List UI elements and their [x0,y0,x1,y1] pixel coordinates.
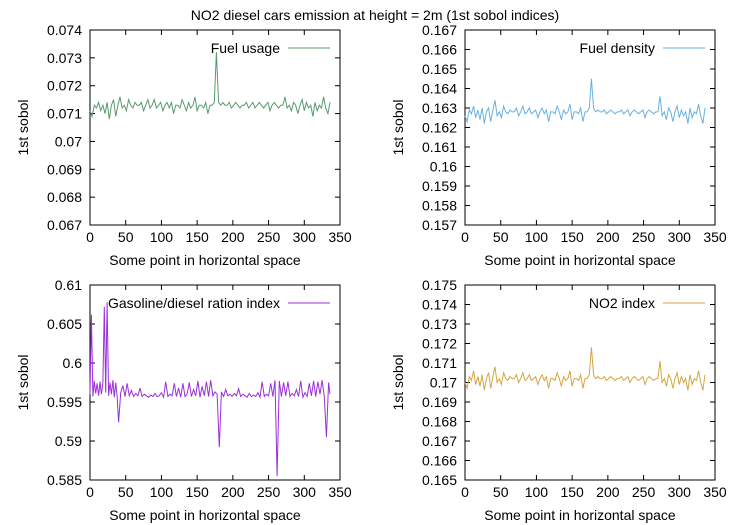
y-tick-label: 0.175 [422,277,457,293]
legend-label: Gasoline/diesel ration index [108,295,280,311]
x-tick-label: 250 [257,229,281,245]
y-tick-label: 0.071 [47,106,82,122]
x-tick-label: 200 [221,229,245,245]
y-tick-label: 0.157 [422,217,457,233]
y-tick-label: 0.171 [422,355,457,371]
x-tick-label: 350 [703,484,727,500]
x-tick-label: 0 [461,484,469,500]
x-tick-label: 100 [525,229,549,245]
x-tick-label: 0 [86,484,94,500]
y-tick-label: 0.605 [47,316,82,332]
x-tick-label: 150 [560,484,584,500]
y-tick-label: 0.167 [422,22,457,38]
x-tick-label: 50 [493,484,509,500]
x-tick-label: 100 [525,484,549,500]
y-tick-label: 0.158 [422,198,457,214]
x-tick-label: 300 [293,229,317,245]
chart-panel-4: 0 50 100 150 200 250 300 350 0.165 0.166 0.167 0.16… [390,277,727,523]
x-tick-label: 50 [118,229,134,245]
y-tick-label: 0.17 [430,375,457,391]
legend-label: Fuel usage [211,40,280,56]
y-tick-label: 0.067 [47,217,82,233]
x-tick-label: 200 [596,484,620,500]
x-tick-label: 300 [668,484,692,500]
x-tick-label: 350 [328,484,352,500]
x-tick-label: 300 [668,229,692,245]
x-tick-label: 150 [185,229,209,245]
series-line [464,347,706,391]
series-line [89,52,331,120]
plot-frame [89,284,341,481]
y-tick-label: 0.595 [47,394,82,410]
y-tick-label: 0.073 [47,50,82,66]
y-tick-label: 0.068 [47,189,82,205]
x-tick-label: 250 [632,229,656,245]
x-tick-label: 350 [703,229,727,245]
chart-panel-3: 0 50 100 150 200 250 300 350 0.585 0.59 0.595 0.6 0.… [15,277,352,523]
y-tick-label: 0.6 [63,355,83,371]
y-tick-label: 0.166 [422,42,457,58]
y-tick-label: 0.172 [422,336,457,352]
y-tick-label: 0.07 [55,133,82,149]
y-tick-label: 0.165 [422,61,457,77]
x-tick-label: 300 [293,484,317,500]
x-tick-label: 100 [150,484,174,500]
x-axis-label: Some point in horizontal space [484,252,676,268]
y-tick-label: 0.174 [422,297,457,313]
x-tick-label: 150 [560,229,584,245]
y-tick-label: 0.16 [430,159,457,175]
y-tick-label: 0.072 [47,78,82,94]
x-tick-label: 50 [493,229,509,245]
y-tick-label: 0.164 [422,81,457,97]
y-tick-label: 0.168 [422,414,457,430]
x-tick-label: 200 [221,484,245,500]
legend-label: Fuel density [580,40,655,56]
x-tick-label: 150 [185,484,209,500]
y-tick-label: 0.167 [422,433,457,449]
y-tick-label: 0.173 [422,316,457,332]
y-tick-label: 0.585 [47,472,82,488]
x-axis-label: Some point in horizontal space [484,507,676,523]
x-tick-label: 100 [150,229,174,245]
plot-frame [89,29,341,226]
y-tick-label: 0.159 [422,178,457,194]
y-tick-label: 0.069 [47,161,82,177]
figure-title: NO2 diesel cars emission at height = 2m … [191,7,559,23]
chart-panel-2: 0 50 100 150 200 250 300 350 0.157 0.158 0.159 0.16… [390,22,727,268]
chart-panel-1: 0 50 100 150 200 250 300 350 0.067 0.068 0.069 0.07… [15,22,352,268]
x-tick-label: 0 [86,229,94,245]
y-axis-label: 1st sobol [390,99,406,155]
y-axis-label: 1st sobol [15,354,31,410]
x-tick-label: 250 [632,484,656,500]
plot-frame [464,29,716,226]
x-tick-label: 350 [328,229,352,245]
y-tick-label: 0.162 [422,120,457,136]
y-axis-label: 1st sobol [15,99,31,155]
x-tick-label: 0 [461,229,469,245]
x-tick-label: 200 [596,229,620,245]
y-tick-label: 0.59 [55,433,82,449]
series-line [89,302,331,477]
y-axis-label: 1st sobol [390,354,406,410]
y-tick-label: 0.169 [422,394,457,410]
y-tick-label: 0.165 [422,472,457,488]
x-tick-label: 250 [257,484,281,500]
y-tick-label: 0.074 [47,22,82,38]
x-axis-label: Some point in horizontal space [109,507,301,523]
x-axis-label: Some point in horizontal space [109,252,301,268]
y-tick-label: 0.166 [422,453,457,469]
x-tick-label: 50 [118,484,134,500]
series-line [464,78,706,124]
y-tick-label: 0.161 [422,139,457,155]
y-tick-label: 0.61 [55,277,82,293]
legend-label: NO2 index [589,295,655,311]
y-tick-label: 0.163 [422,100,457,116]
plot-frame [464,284,716,481]
